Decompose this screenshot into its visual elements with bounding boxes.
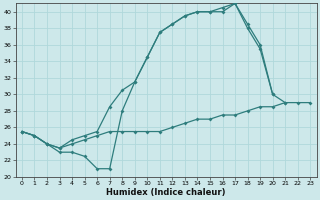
X-axis label: Humidex (Indice chaleur): Humidex (Indice chaleur) — [106, 188, 226, 197]
